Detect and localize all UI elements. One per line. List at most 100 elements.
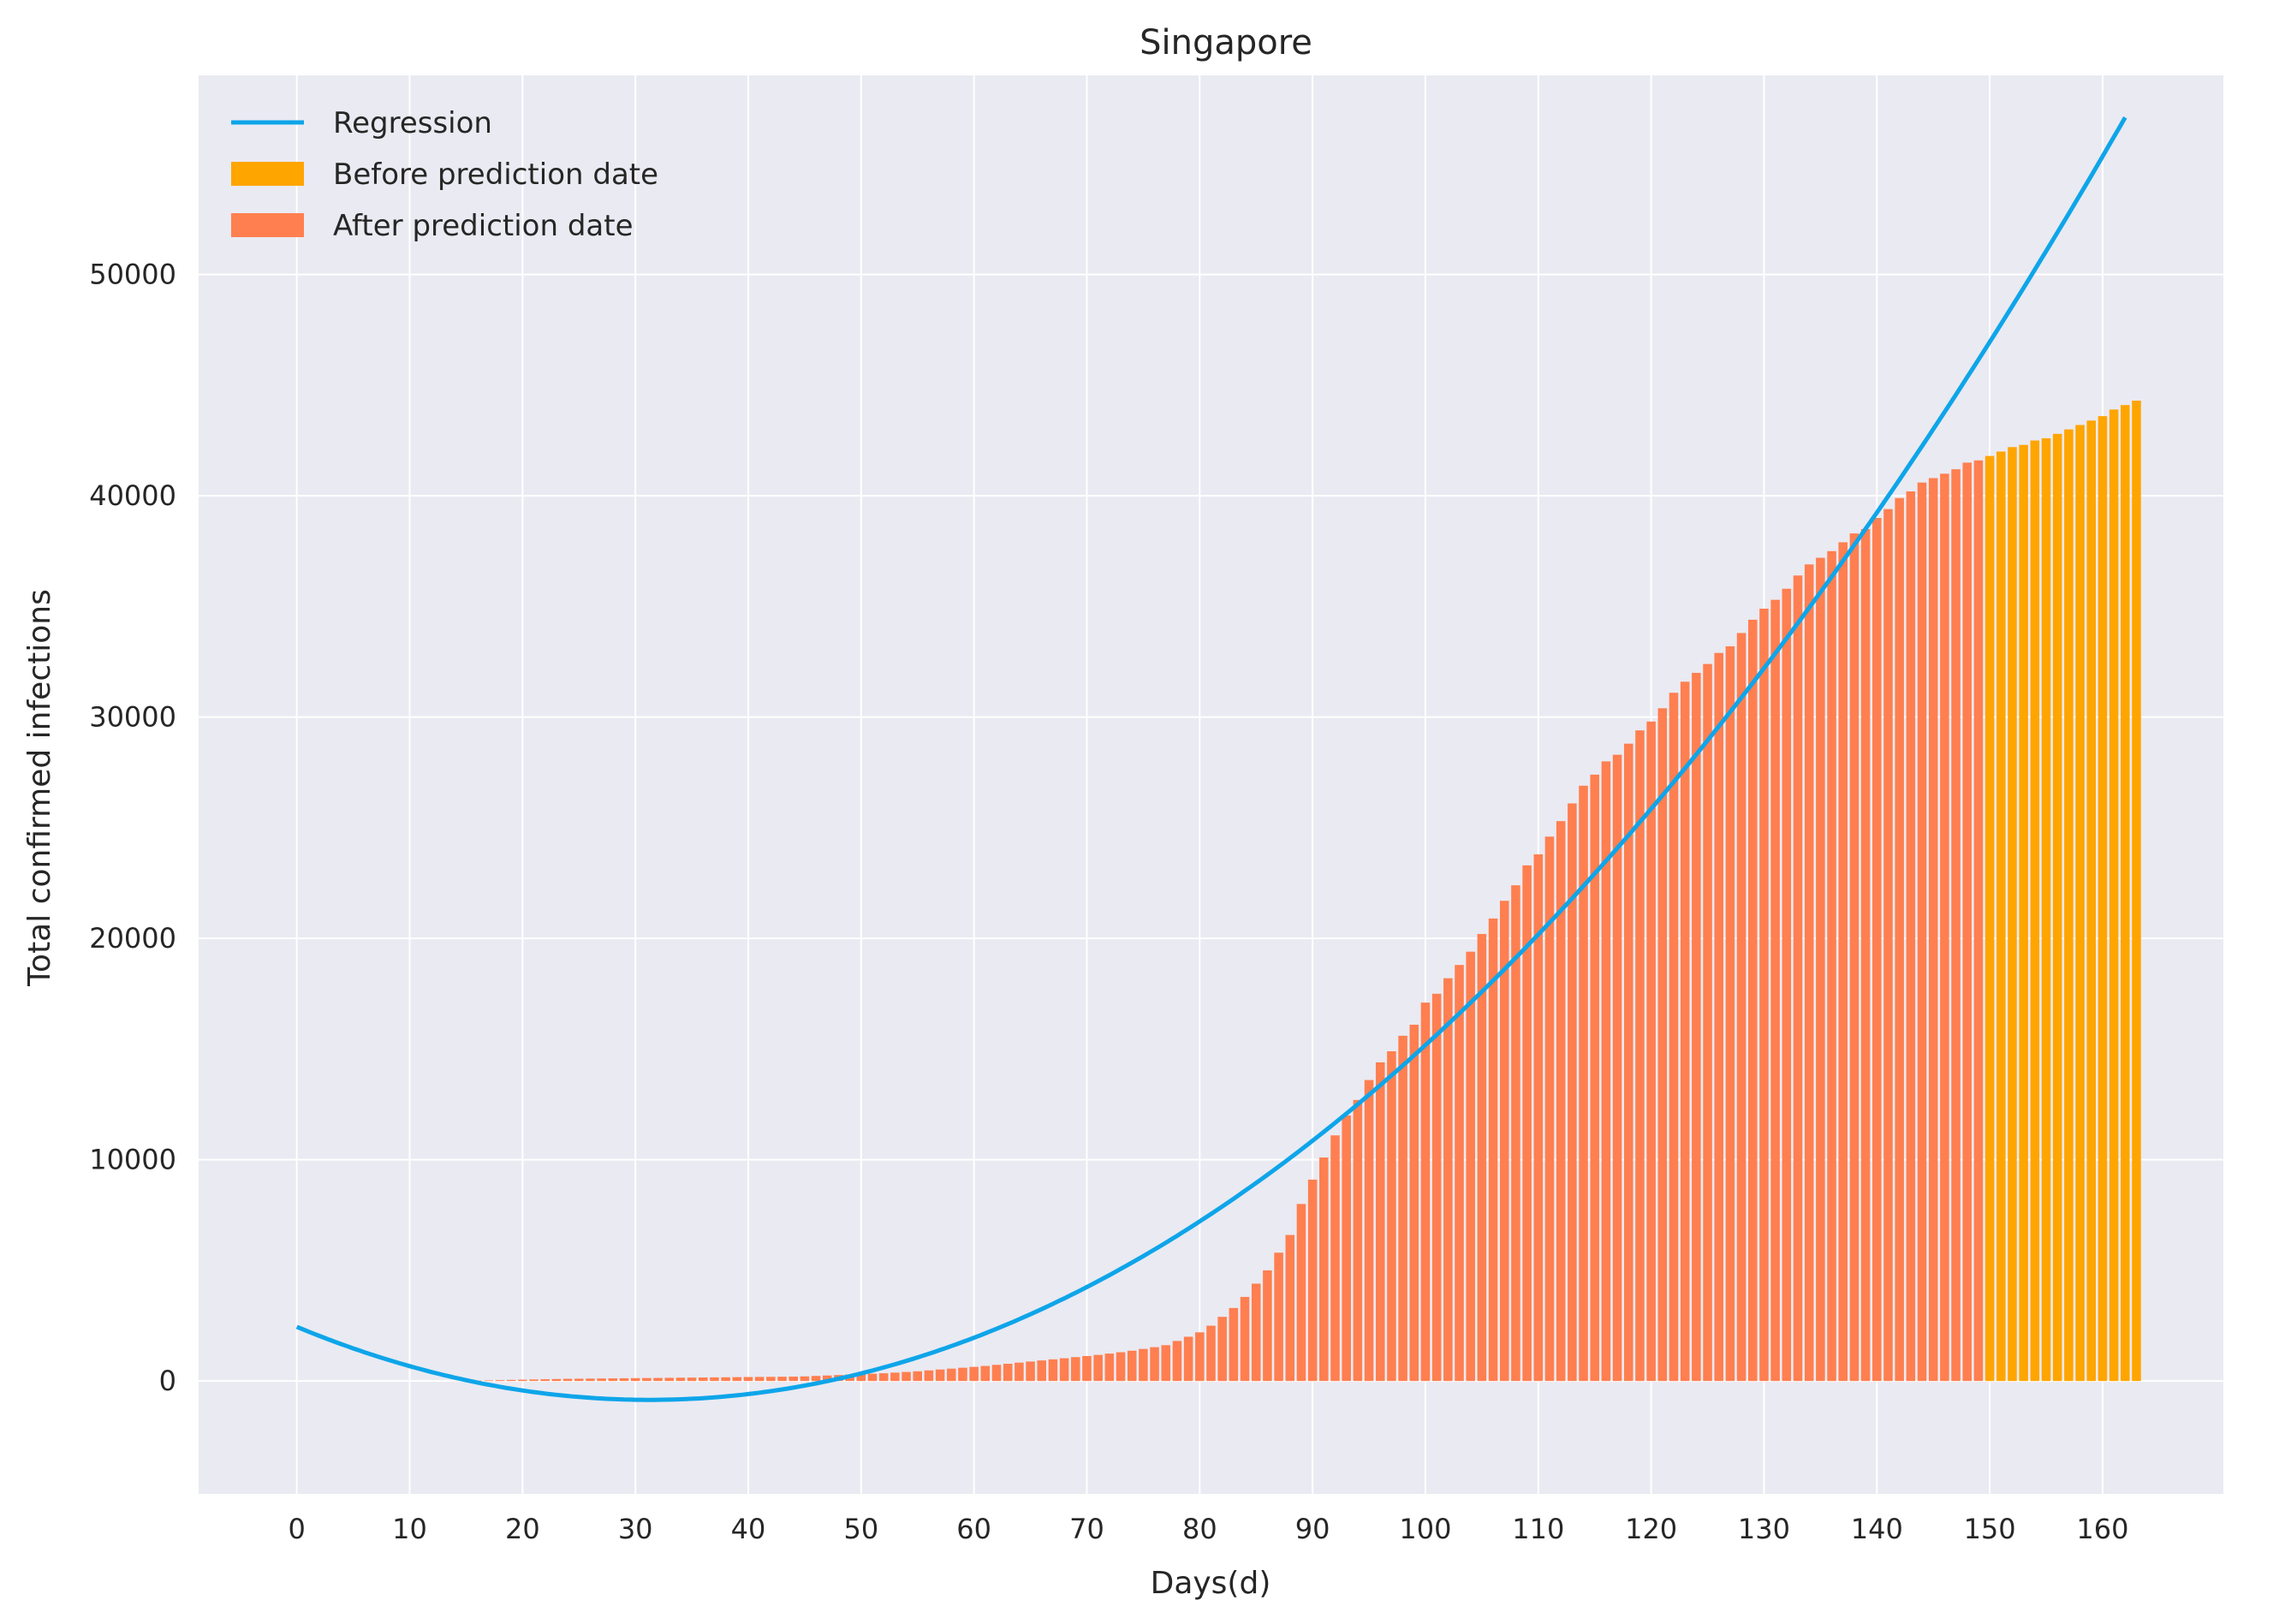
bar [1544, 836, 1555, 1382]
bar [1330, 1135, 1340, 1382]
bar [1150, 1347, 1159, 1382]
bar [1782, 588, 1792, 1382]
bar [1759, 608, 1769, 1382]
bar [1623, 743, 1633, 1382]
bar [2008, 447, 2017, 1382]
bar [1748, 619, 1758, 1382]
bar [1466, 951, 1475, 1382]
bar [1139, 1348, 1148, 1382]
x-tick-label: 30 [618, 1513, 653, 1545]
legend-label-after: After prediction date [333, 209, 634, 243]
bar [1048, 1359, 1058, 1382]
bar [1240, 1296, 1250, 1382]
bar [867, 1373, 878, 1382]
bar [811, 1376, 821, 1382]
bar [1071, 1357, 1080, 1382]
bar [1342, 1115, 1351, 1382]
x-tick-label: 0 [289, 1513, 306, 1545]
bar [1455, 965, 1464, 1382]
bar [1895, 497, 1904, 1382]
bar [1533, 854, 1544, 1382]
bar [935, 1369, 945, 1382]
bar [2052, 433, 2062, 1382]
bar [529, 1379, 539, 1382]
bar [1217, 1317, 1227, 1382]
bar [1443, 978, 1453, 1382]
y-tick-label: 40000 [89, 479, 176, 512]
bar [2019, 444, 2028, 1382]
bar [947, 1368, 956, 1382]
bar [969, 1366, 979, 1382]
bar [1398, 1035, 1407, 1382]
y-tick-labels: 0 10000 20000 30000 40000 50000 [89, 259, 176, 1398]
bar [924, 1370, 934, 1382]
bar [1872, 518, 1882, 1382]
bar [1996, 451, 2006, 1382]
bar [642, 1377, 652, 1382]
bar [630, 1377, 640, 1382]
bar [1590, 774, 1599, 1382]
bar [1827, 550, 1836, 1382]
bar [766, 1377, 776, 1382]
bar [1263, 1270, 1272, 1382]
bar [2109, 409, 2119, 1382]
bar [484, 1380, 494, 1382]
y-tick-label: 30000 [89, 701, 176, 734]
y-axis-label: Total confirmed infections [22, 589, 57, 987]
bar [664, 1377, 674, 1382]
bar [1770, 599, 1780, 1382]
y-tick-label: 20000 [89, 922, 176, 955]
bar [1375, 1062, 1385, 1382]
bar [1127, 1350, 1137, 1382]
regression-line [295, 116, 2127, 1402]
bar [698, 1377, 708, 1382]
x-tick-labels: 0 10 20 30 40 50 60 70 80 90 100 110 120 130 140 150 160 [289, 1513, 2129, 1545]
bar [1285, 1234, 1295, 1382]
legend-label-before: Before prediction date [333, 158, 658, 192]
bar [1059, 1358, 1069, 1382]
bar [2064, 429, 2074, 1382]
bar [1477, 933, 1487, 1382]
bar [675, 1377, 686, 1382]
bar [1680, 681, 1690, 1382]
x-tick-label: 70 [1069, 1513, 1104, 1545]
bar [597, 1378, 606, 1382]
bar [913, 1371, 923, 1382]
bar [1082, 1355, 1092, 1382]
bar [2098, 416, 2108, 1382]
bar [1161, 1345, 1171, 1382]
bar [1816, 557, 1825, 1382]
x-tick-label: 60 [956, 1513, 991, 1545]
x-tick-label: 140 [1851, 1513, 1903, 1545]
bar [710, 1377, 719, 1382]
bar [1499, 901, 1509, 1382]
bar [1635, 730, 1645, 1382]
bar [2132, 400, 2141, 1382]
bar [506, 1379, 516, 1382]
bar [1522, 865, 1532, 1382]
bar [1804, 564, 1814, 1382]
bar [518, 1379, 527, 1382]
x-tick-label: 20 [505, 1513, 540, 1545]
bar [1364, 1080, 1374, 1382]
bar [1612, 754, 1622, 1382]
bar [1917, 482, 1927, 1382]
bar [1714, 652, 1724, 1382]
bar [1307, 1179, 1318, 1382]
bar [1195, 1332, 1205, 1382]
bar [732, 1377, 742, 1382]
x-tick-label: 10 [392, 1513, 427, 1545]
bar [1962, 462, 1973, 1382]
bar [1725, 645, 1735, 1382]
bar [1026, 1361, 1035, 1382]
bar [1793, 575, 1803, 1382]
bar [1319, 1157, 1329, 1382]
x-tick-label: 160 [2076, 1513, 2128, 1545]
bar [788, 1376, 799, 1382]
bar [1511, 885, 1520, 1382]
bar [2086, 420, 2097, 1382]
legend-swatch-before [231, 162, 304, 186]
bar [1172, 1341, 1182, 1382]
bar [1736, 633, 1746, 1382]
